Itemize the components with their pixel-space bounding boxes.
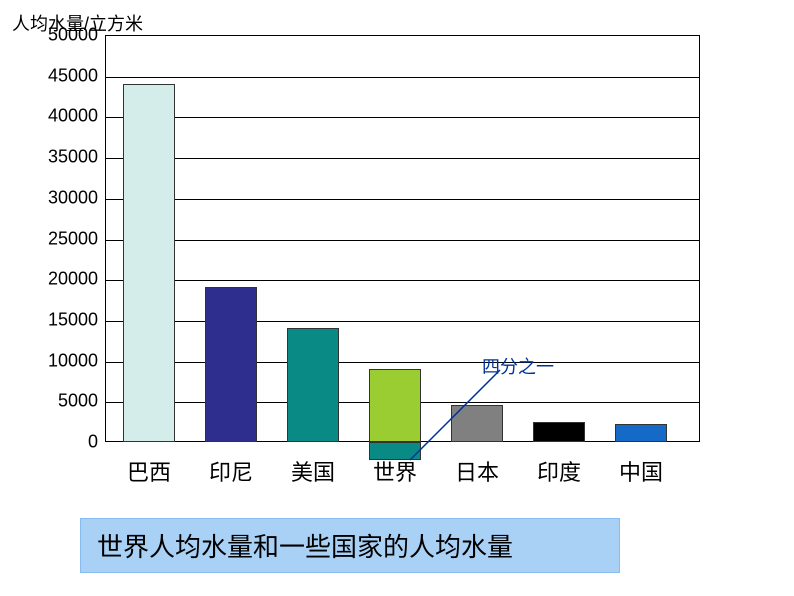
x-tick-label: 巴西 <box>127 455 171 487</box>
y-tick-label: 10000 <box>18 350 98 371</box>
annotation-text: 四分之一 <box>482 353 554 379</box>
bar-日本 <box>451 405 503 442</box>
bar-印度 <box>533 422 585 442</box>
x-tick-label: 印尼 <box>209 455 253 487</box>
x-tick-label: 中国 <box>619 455 663 487</box>
y-tick-label: 30000 <box>18 187 98 208</box>
y-tick-label: 0 <box>18 432 98 453</box>
x-tick-label: 世界 <box>373 455 417 487</box>
y-tick-label: 15000 <box>18 309 98 330</box>
bar-美国 <box>287 328 339 442</box>
chart-bars-group <box>105 35 700 442</box>
y-tick-label: 35000 <box>18 147 98 168</box>
bar-世界 <box>369 369 421 442</box>
y-tick-label: 50000 <box>18 25 98 46</box>
bar-印尼 <box>205 287 257 442</box>
y-tick-label: 45000 <box>18 65 98 86</box>
x-tick-label: 美国 <box>291 455 335 487</box>
bar-中国 <box>615 424 667 442</box>
bar-巴西 <box>123 84 175 442</box>
y-tick-label: 5000 <box>18 391 98 412</box>
x-tick-label: 日本 <box>455 455 499 487</box>
y-tick-label: 25000 <box>18 228 98 249</box>
y-tick-label: 40000 <box>18 106 98 127</box>
chart-caption: 世界人均水量和一些国家的人均水量 <box>80 518 620 573</box>
x-tick-label: 印度 <box>537 455 581 487</box>
y-tick-label: 20000 <box>18 269 98 290</box>
